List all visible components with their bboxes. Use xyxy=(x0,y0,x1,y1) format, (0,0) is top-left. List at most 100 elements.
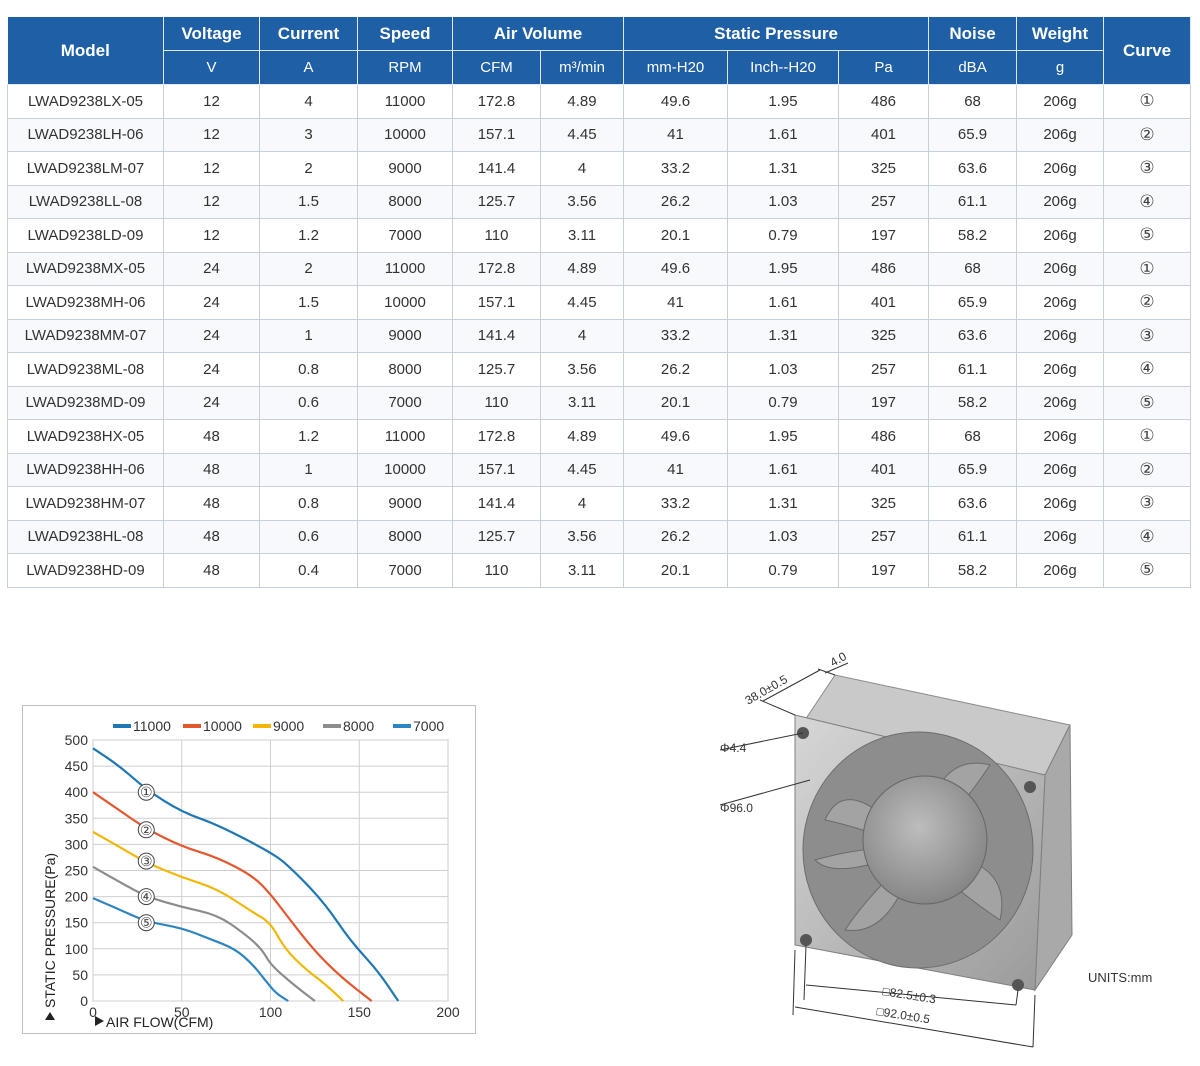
dim-frame-label: □92.0±0.5 xyxy=(876,1004,932,1026)
noise-cell: 61.1 xyxy=(928,519,1018,554)
dim-diameter-label: Φ96.0 xyxy=(720,801,753,815)
voltage-cell: 12 xyxy=(163,151,260,186)
mmh20-cell: 41 xyxy=(623,452,729,487)
m3min-cell: 4.45 xyxy=(539,117,625,152)
mounting-hole xyxy=(1024,781,1036,793)
noise-cell: 63.6 xyxy=(928,486,1018,521)
series-line-7000 xyxy=(92,897,289,1002)
table-row: LWAD9238MH-06 24 1.5 10000 157.1 4.45 41 1.61 40… xyxy=(7,285,1192,320)
unit-mmh20: mm-H20 xyxy=(623,50,729,85)
cfm-cell: 141.4 xyxy=(452,318,541,353)
mounting-hole xyxy=(800,934,812,946)
table-row: LWAD9238HH-06 48 1 10000 157.1 4.45 41 1.61 401 6… xyxy=(7,452,1192,487)
m3min-cell: 4.89 xyxy=(539,84,625,119)
inchh20-cell: 1.03 xyxy=(727,519,840,554)
pa-cell: 197 xyxy=(838,385,930,420)
inchh20-cell: 0.79 xyxy=(727,553,840,588)
weight-cell: 206g xyxy=(1016,184,1105,219)
inchh20-cell: 1.03 xyxy=(727,352,840,387)
pa-cell: 197 xyxy=(838,218,930,253)
curve-cell: ① xyxy=(1103,419,1192,454)
table-row: LWAD9238HM-07 48 0.8 9000 141.4 4 33.2 1.31 325 6… xyxy=(7,486,1192,521)
fan-hub xyxy=(862,775,988,905)
header-speed: Speed xyxy=(357,17,453,51)
model-cell: LWAD9238ML-08 xyxy=(7,352,164,387)
inchh20-cell: 0.79 xyxy=(727,385,840,420)
pa-cell: 325 xyxy=(838,151,930,186)
curve-marker-label: ④ xyxy=(140,890,153,906)
voltage-cell: 48 xyxy=(163,419,260,454)
voltage-cell: 12 xyxy=(163,184,260,219)
m3min-cell: 3.56 xyxy=(539,519,625,554)
inchh20-cell: 0.79 xyxy=(727,218,840,253)
series-line-8000 xyxy=(92,865,316,1002)
inchh20-cell: 1.95 xyxy=(727,419,840,454)
voltage-cell: 48 xyxy=(163,452,260,487)
inchh20-cell: 1.31 xyxy=(727,151,840,186)
curve-cell: ② xyxy=(1103,117,1192,152)
pa-cell: 401 xyxy=(838,452,930,487)
weight-cell: 206g xyxy=(1016,151,1105,186)
table-row: LWAD9238MD-09 24 0.6 7000 110 3.11 20.1 0.79 197… xyxy=(7,385,1192,420)
inchh20-cell: 1.31 xyxy=(727,486,840,521)
speed-cell: 11000 xyxy=(357,84,453,119)
model-cell: LWAD9238MM-07 xyxy=(7,318,164,353)
current-cell: 2 xyxy=(259,251,358,286)
x-tick-label: 50 xyxy=(174,1004,190,1020)
mmh20-cell: 20.1 xyxy=(623,385,729,420)
cfm-cell: 110 xyxy=(452,385,541,420)
x-axis-label: AIR FLOW(CFM) xyxy=(106,1014,213,1030)
mmh20-cell: 20.1 xyxy=(623,553,729,588)
noise-cell: 58.2 xyxy=(928,385,1018,420)
current-cell: 1.5 xyxy=(259,184,358,219)
model-cell: LWAD9238MH-06 xyxy=(7,285,164,320)
dim-hole-label: Φ4.4 xyxy=(720,741,747,755)
cfm-cell: 172.8 xyxy=(452,84,541,119)
pq-curve-svg: ① ② ③ ④ ⑤ 0 50 100 150 200 250 300 350 400 450 500 0 50 1… xyxy=(42,718,460,1030)
curve-marker-circle xyxy=(137,821,155,839)
x-axis-arrow-icon xyxy=(95,1016,104,1026)
x-tick-label: 200 xyxy=(436,1004,460,1020)
noise-cell: 65.9 xyxy=(928,452,1018,487)
weight-cell: 206g xyxy=(1016,452,1105,487)
speed-cell: 7000 xyxy=(357,385,453,420)
unit-current: A xyxy=(259,50,358,85)
mmh20-cell: 26.2 xyxy=(623,519,729,554)
curve-cell: ④ xyxy=(1103,352,1192,387)
pa-cell: 486 xyxy=(838,419,930,454)
m3min-cell: 3.11 xyxy=(539,553,625,588)
curve-cell: ⑤ xyxy=(1103,218,1192,253)
mmh20-cell: 49.6 xyxy=(623,84,729,119)
voltage-cell: 24 xyxy=(163,318,260,353)
mmh20-cell: 41 xyxy=(623,285,729,320)
m3min-cell: 3.56 xyxy=(539,184,625,219)
curve-cell: ② xyxy=(1103,452,1192,487)
m3min-cell: 4.45 xyxy=(539,285,625,320)
noise-cell: 65.9 xyxy=(928,117,1018,152)
mmh20-cell: 33.2 xyxy=(623,318,729,353)
mmh20-cell: 33.2 xyxy=(623,151,729,186)
y-axis-label-group: STATIC PRESSURE(Pa) xyxy=(42,853,58,1020)
unit-weight: g xyxy=(1016,50,1105,85)
cfm-cell: 125.7 xyxy=(452,519,541,554)
table-row: LWAD9238LD-09 12 1.2 7000 110 3.11 20.1 0.79 197… xyxy=(7,218,1192,253)
current-cell: 2 xyxy=(259,151,358,186)
voltage-cell: 24 xyxy=(163,352,260,387)
model-cell: LWAD9238LX-05 xyxy=(7,84,164,119)
inchh20-cell: 1.95 xyxy=(727,251,840,286)
m3min-cell: 3.11 xyxy=(539,385,625,420)
weight-cell: 206g xyxy=(1016,352,1105,387)
cfm-cell: 157.1 xyxy=(452,117,541,152)
noise-cell: 65.9 xyxy=(928,285,1018,320)
curve-marker-circle xyxy=(137,888,155,906)
pa-cell: 257 xyxy=(838,352,930,387)
curve-marker-label: ③ xyxy=(140,854,153,870)
table-row: LWAD9238HL-08 48 0.6 8000 125.7 3.56 26.2 1.03 2… xyxy=(7,519,1192,554)
current-cell: 0.8 xyxy=(259,486,358,521)
dimension-lines xyxy=(719,662,1036,1048)
table-row: LWAD9238LL-08 12 1.5 8000 125.7 3.56 26.2 1.03 2… xyxy=(7,184,1192,219)
noise-cell: 58.2 xyxy=(928,553,1018,588)
fan-dimension-drawing: 38.0±0.5 4.0 Φ4.4 Φ96.0 □82.5±0.3 □92.0±… xyxy=(719,649,1152,1048)
model-cell: LWAD9238MX-05 xyxy=(7,251,164,286)
voltage-cell: 48 xyxy=(163,553,260,588)
